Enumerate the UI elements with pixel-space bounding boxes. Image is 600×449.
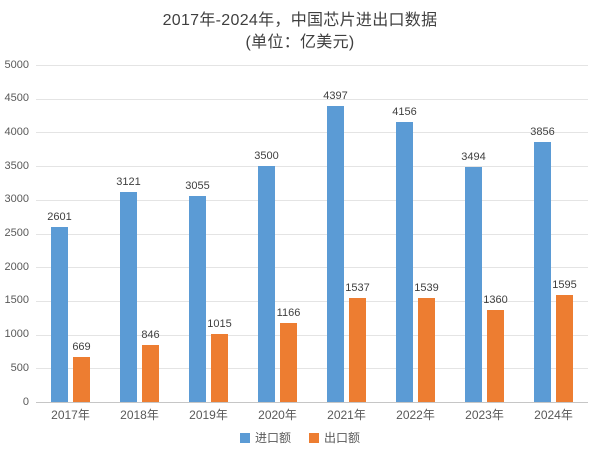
y-axis-tick-label: 4500 <box>4 92 29 105</box>
bar-value-label: 846 <box>141 329 160 341</box>
x-axis-label: 2021年 <box>327 408 366 422</box>
gridline <box>36 233 588 235</box>
export-bar <box>556 294 573 402</box>
x-axis-line <box>36 402 588 403</box>
chart-subtitle: (单位：亿美元) <box>245 34 355 51</box>
bar-value-label: 4397 <box>323 89 348 102</box>
import-bar <box>465 166 482 402</box>
gridline <box>36 368 588 370</box>
bar-value-label: 1015 <box>207 317 232 330</box>
bar-value-label: 3494 <box>461 150 486 163</box>
import-bar <box>534 142 551 402</box>
y-axis-tick-label: 3000 <box>4 193 29 206</box>
y-axis-tick-label: 500 <box>10 361 29 374</box>
y-axis-tick-label: 2500 <box>4 227 29 239</box>
y-axis-tick-label: 4000 <box>4 125 29 138</box>
import-bar <box>51 226 68 402</box>
legend-item-import: 进口额 <box>239 429 291 446</box>
import-bar <box>258 166 275 402</box>
x-axis-label: 2020年 <box>258 408 297 422</box>
export-bar <box>487 310 504 402</box>
bar-value-label: 4156 <box>392 105 417 118</box>
x-axis-label: 2017年 <box>51 408 90 422</box>
bar-value-label: 1595 <box>552 278 577 291</box>
bar-value-label: 1537 <box>345 282 370 295</box>
gridline <box>36 132 588 134</box>
export-bar <box>349 298 366 402</box>
export-bar <box>142 345 159 402</box>
x-axis-label: 2018年 <box>120 408 159 422</box>
export-legend-swatch <box>309 432 319 443</box>
export-bar <box>280 323 297 402</box>
export-legend-label: 出口额 <box>324 431 361 445</box>
import-legend-swatch <box>239 432 250 443</box>
y-axis-tick-label: 3500 <box>4 159 29 172</box>
gridline <box>36 166 588 168</box>
export-bar <box>73 356 90 402</box>
bar-value-label: 2601 <box>47 210 72 223</box>
x-axis-label: 2023年 <box>465 408 504 422</box>
legend-item-export: 出口额 <box>309 429 360 446</box>
x-axis-label: 2022年 <box>396 408 435 422</box>
gridline <box>36 300 588 302</box>
import-bar <box>120 191 137 402</box>
y-axis-tick-label: 0 <box>22 395 29 408</box>
bar-value-label: 1166 <box>276 307 301 320</box>
y-axis-tick-label: 1000 <box>4 328 29 341</box>
bar-value-label: 3500 <box>254 150 279 163</box>
gridline <box>36 267 588 269</box>
bar-value-label: 3055 <box>185 180 210 193</box>
gridline <box>36 334 588 336</box>
chart-title: 2017年-2024年，中国芯片进出口数据 <box>162 12 438 29</box>
gridline <box>36 98 588 100</box>
export-bar <box>418 298 435 402</box>
bar-value-label: 3121 <box>116 175 141 188</box>
legend: 进口额 出口额 <box>0 429 600 446</box>
bar-value-label: 669 <box>72 340 91 353</box>
x-axis-label: 2019年 <box>189 408 228 422</box>
gridline <box>36 65 588 66</box>
import-bar <box>189 196 206 402</box>
bar-value-label: 3856 <box>530 126 555 139</box>
y-axis-tick-label: 2000 <box>4 260 29 273</box>
x-axis-label: 2024年 <box>534 408 573 422</box>
bar-value-label: 1360 <box>483 294 508 307</box>
gridline <box>36 199 588 201</box>
import-bar <box>327 105 344 402</box>
export-bar <box>211 333 228 402</box>
import-bar <box>396 121 413 402</box>
import-legend-label: 进口额 <box>254 431 291 445</box>
bar-value-label: 1539 <box>414 282 439 295</box>
y-axis-tick-label: 5000 <box>4 58 29 71</box>
y-axis-tick-label: 1500 <box>4 294 29 307</box>
